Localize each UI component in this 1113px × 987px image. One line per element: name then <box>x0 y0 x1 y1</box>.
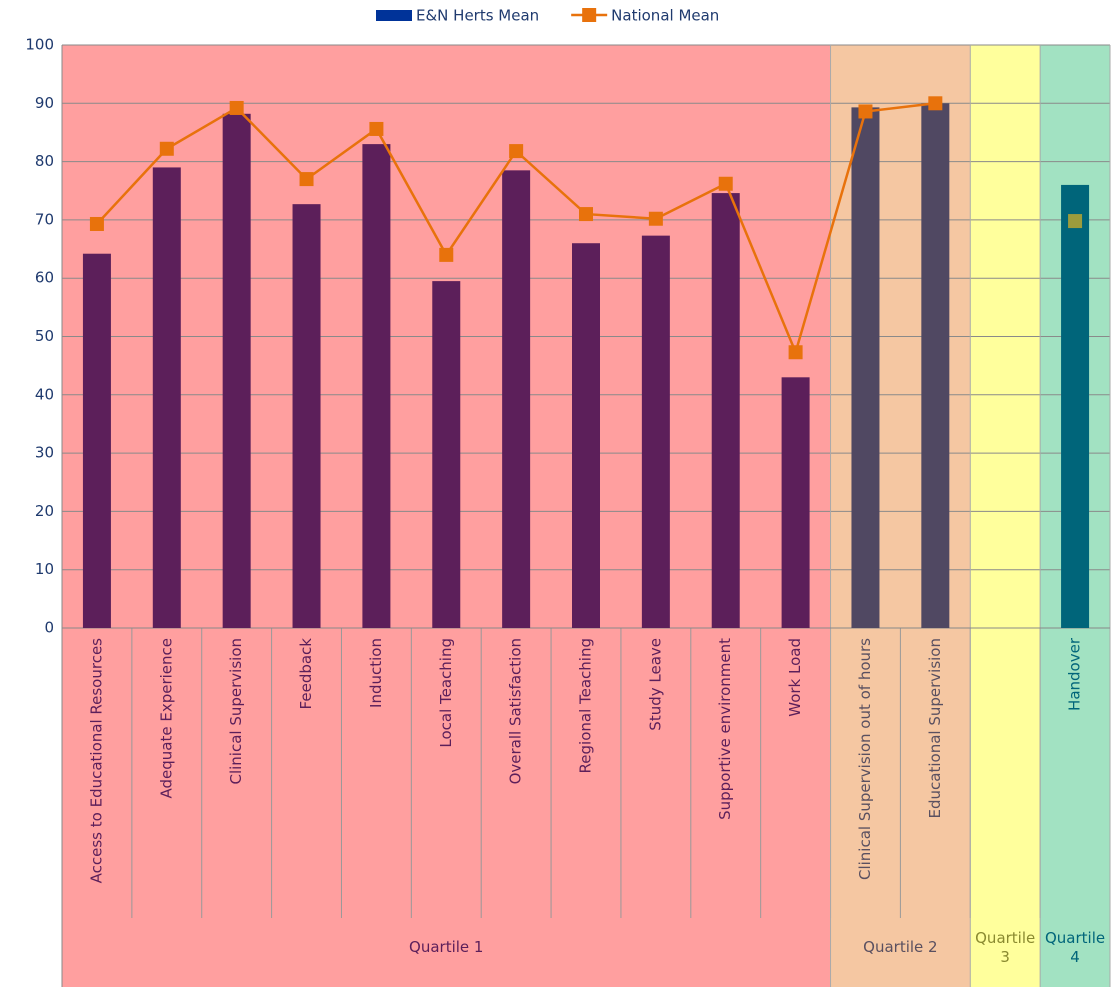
x-tick-label: Educational Supervision <box>926 638 944 818</box>
bar <box>711 193 740 628</box>
marker <box>788 345 803 360</box>
y-tick-label: 0 <box>44 619 54 637</box>
x-tick-label: Study Leave <box>646 638 664 731</box>
x-tick-label: Overall Satisfaction <box>507 638 525 784</box>
marker <box>648 211 663 226</box>
bar <box>921 103 950 629</box>
marker <box>229 100 244 115</box>
x-tick-label: Regional Teaching <box>577 638 595 773</box>
y-tick-label: 60 <box>35 269 54 287</box>
marker <box>718 176 733 191</box>
marker <box>439 247 454 262</box>
y-tick-label: 10 <box>35 560 54 578</box>
marker <box>299 172 314 187</box>
bar <box>641 235 670 629</box>
y-tick-label: 20 <box>35 502 54 520</box>
bar <box>781 377 810 628</box>
group-label: Quartile 2 <box>863 938 938 956</box>
bar <box>152 167 181 628</box>
marker <box>509 144 524 159</box>
x-tick-label: Local Teaching <box>437 638 455 748</box>
legend-swatch <box>376 10 412 21</box>
marker <box>1068 214 1083 229</box>
x-tick-label: Clinical Supervision out of hours <box>856 638 874 880</box>
marker <box>579 207 593 222</box>
bar <box>432 281 461 628</box>
x-tick-label: Induction <box>367 638 385 708</box>
x-tick-label: Adequate Experience <box>157 638 175 799</box>
marker <box>858 104 873 119</box>
y-tick-label: 50 <box>35 327 54 345</box>
x-tick-label: Supportive environment <box>716 638 734 820</box>
bar <box>82 253 111 629</box>
y-tick-label: 100 <box>25 36 54 54</box>
y-tick-label: 80 <box>35 152 54 170</box>
y-tick-label: 70 <box>35 210 54 228</box>
bar <box>1061 184 1090 629</box>
x-tick-label: Access to Educational Resources <box>87 638 105 884</box>
marker <box>928 96 943 111</box>
marker <box>89 216 104 231</box>
bar <box>222 113 251 628</box>
legend-label: E&N Herts Mean <box>416 7 539 25</box>
y-tick-label: 90 <box>35 94 54 112</box>
marker <box>369 121 384 136</box>
x-tick-label: Feedback <box>297 638 315 710</box>
group-label: Quartile 1 <box>409 938 484 956</box>
bar <box>851 107 880 629</box>
x-tick-label: Handover <box>1066 637 1084 711</box>
x-tick-label: Work Load <box>786 638 804 717</box>
bar <box>292 204 321 628</box>
legend-swatch <box>582 8 597 22</box>
bar <box>362 144 391 629</box>
group-label: Quartile 3 <box>975 928 1036 966</box>
bar <box>502 170 531 628</box>
bar <box>572 243 600 628</box>
marker <box>159 141 174 156</box>
y-tick-label: 30 <box>35 444 54 462</box>
group-label: Quartile 4 <box>1044 928 1106 966</box>
x-tick-label: Clinical Supervision <box>227 638 245 785</box>
y-tick-label: 40 <box>35 385 54 403</box>
legend-label: National Mean <box>611 7 719 25</box>
group-background <box>970 45 1041 987</box>
